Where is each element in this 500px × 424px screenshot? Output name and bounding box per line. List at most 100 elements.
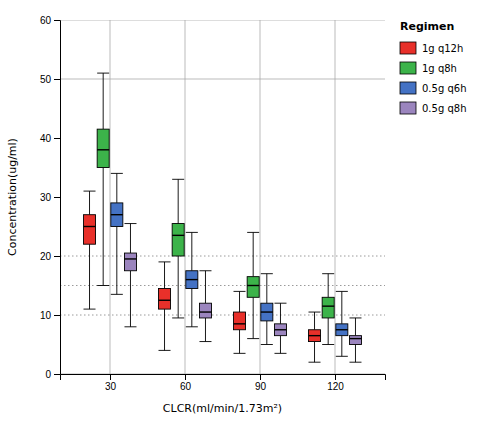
- box: [336, 291, 348, 356]
- box: [124, 224, 136, 327]
- y-tick: 10: [40, 310, 60, 321]
- whisker-high: [355, 318, 356, 336]
- whisker-cap-low: [336, 356, 348, 357]
- box: [159, 262, 171, 351]
- whisker-cap-high: [97, 73, 109, 74]
- y-axis-title: Concentration(ug/ml): [6, 138, 19, 256]
- y-tick: 0: [45, 369, 60, 380]
- box: [322, 274, 334, 345]
- whisker-cap-high: [247, 232, 259, 233]
- reference-line-dotted: [60, 256, 385, 257]
- whisker-cap-high: [322, 273, 334, 274]
- box-median: [111, 214, 123, 215]
- legend-title: Regimen: [400, 20, 454, 33]
- legend-label: 1g q8h: [422, 63, 457, 74]
- y-tick-label: 10: [40, 310, 52, 321]
- box-body: [261, 303, 273, 321]
- y-tick-label: 50: [40, 74, 52, 85]
- grid: [60, 20, 385, 374]
- box: [172, 179, 184, 318]
- whisker-low: [328, 318, 329, 345]
- whisker-cap-low: [309, 362, 321, 363]
- box-median: [199, 311, 211, 312]
- box-body: [186, 271, 198, 289]
- y-tick-label: 20: [40, 251, 52, 262]
- box-series: [124, 224, 361, 363]
- box: [199, 271, 211, 342]
- box-median: [349, 338, 361, 339]
- whisker-low: [280, 336, 281, 354]
- box: [234, 291, 246, 353]
- whisker-high: [280, 303, 281, 324]
- reference-line-dotted: [60, 315, 385, 316]
- box-median: [274, 329, 286, 330]
- whisker-cap-low: [274, 353, 286, 354]
- box: [309, 312, 321, 362]
- whisker-cap-low: [124, 326, 136, 327]
- box-body: [84, 215, 96, 245]
- box: [274, 303, 286, 353]
- y-tick: 50: [40, 74, 60, 85]
- whisker-high: [253, 232, 254, 276]
- box: [247, 232, 259, 338]
- y-tick-mark: [54, 374, 60, 375]
- whisker-high: [103, 73, 104, 129]
- box-body: [234, 312, 246, 330]
- whisker-low: [191, 288, 192, 326]
- whisker-low: [314, 342, 315, 363]
- box-body: [349, 336, 361, 345]
- x-tick: 30: [105, 374, 117, 392]
- x-tick-label: 60: [180, 381, 192, 392]
- y-tick-mark: [54, 138, 60, 139]
- y-axis-line: [54, 21, 61, 375]
- box-body: [336, 324, 348, 336]
- whisker-cap-high: [172, 179, 184, 180]
- whisker-high: [130, 224, 131, 254]
- whisker-cap-high: [309, 312, 321, 313]
- whisker-high: [116, 173, 117, 203]
- whisker-low: [130, 271, 131, 327]
- reference-line: [60, 20, 385, 21]
- grid-line-x: [185, 20, 186, 374]
- x-tick: 60: [180, 374, 192, 392]
- whisker-high: [205, 271, 206, 303]
- whisker-cap-low: [172, 317, 184, 318]
- box-series: [111, 173, 348, 356]
- y-tick: 30: [40, 192, 60, 203]
- legend-swatch: [400, 82, 416, 94]
- y-tick-label: 30: [40, 192, 52, 203]
- legend-swatch: [400, 62, 416, 74]
- whisker-low: [116, 227, 117, 295]
- legend-item: 1g q8h: [400, 62, 457, 74]
- whisker-cap-low: [322, 344, 334, 345]
- whisker-cap-high: [261, 273, 273, 274]
- whisker-low: [178, 256, 179, 318]
- box: [349, 318, 361, 362]
- whisker-cap-low: [111, 294, 123, 295]
- x-tick-mark: [110, 374, 111, 380]
- y-tick: 60: [40, 15, 60, 26]
- y-tick-mark: [54, 315, 60, 316]
- whisker-high: [239, 291, 240, 312]
- whisker-high: [164, 262, 165, 289]
- box: [111, 173, 123, 294]
- box-body: [199, 303, 211, 318]
- box-median: [336, 329, 348, 330]
- whisker-high: [341, 291, 342, 323]
- y-axis: 0102030405060: [40, 15, 61, 380]
- reference-line: [60, 79, 385, 80]
- whisker-cap-low: [199, 341, 211, 342]
- legend-item: 0.5g q6h: [400, 82, 466, 94]
- whisker-cap-high: [274, 303, 286, 304]
- marks: [84, 73, 362, 362]
- legend-item: 1g q12h: [400, 42, 463, 54]
- box-body: [124, 253, 136, 271]
- chart-container: 3060901200102030405060CLCR(ml/min/1.73m²…: [0, 0, 500, 424]
- legend-swatch: [400, 102, 416, 114]
- whisker-low: [341, 336, 342, 357]
- whisker-high: [191, 232, 192, 270]
- whisker-cap-high: [336, 291, 348, 292]
- box-body: [159, 288, 171, 309]
- legend-label: 0.5g q6h: [422, 83, 466, 94]
- y-tick-label: 0: [45, 369, 51, 380]
